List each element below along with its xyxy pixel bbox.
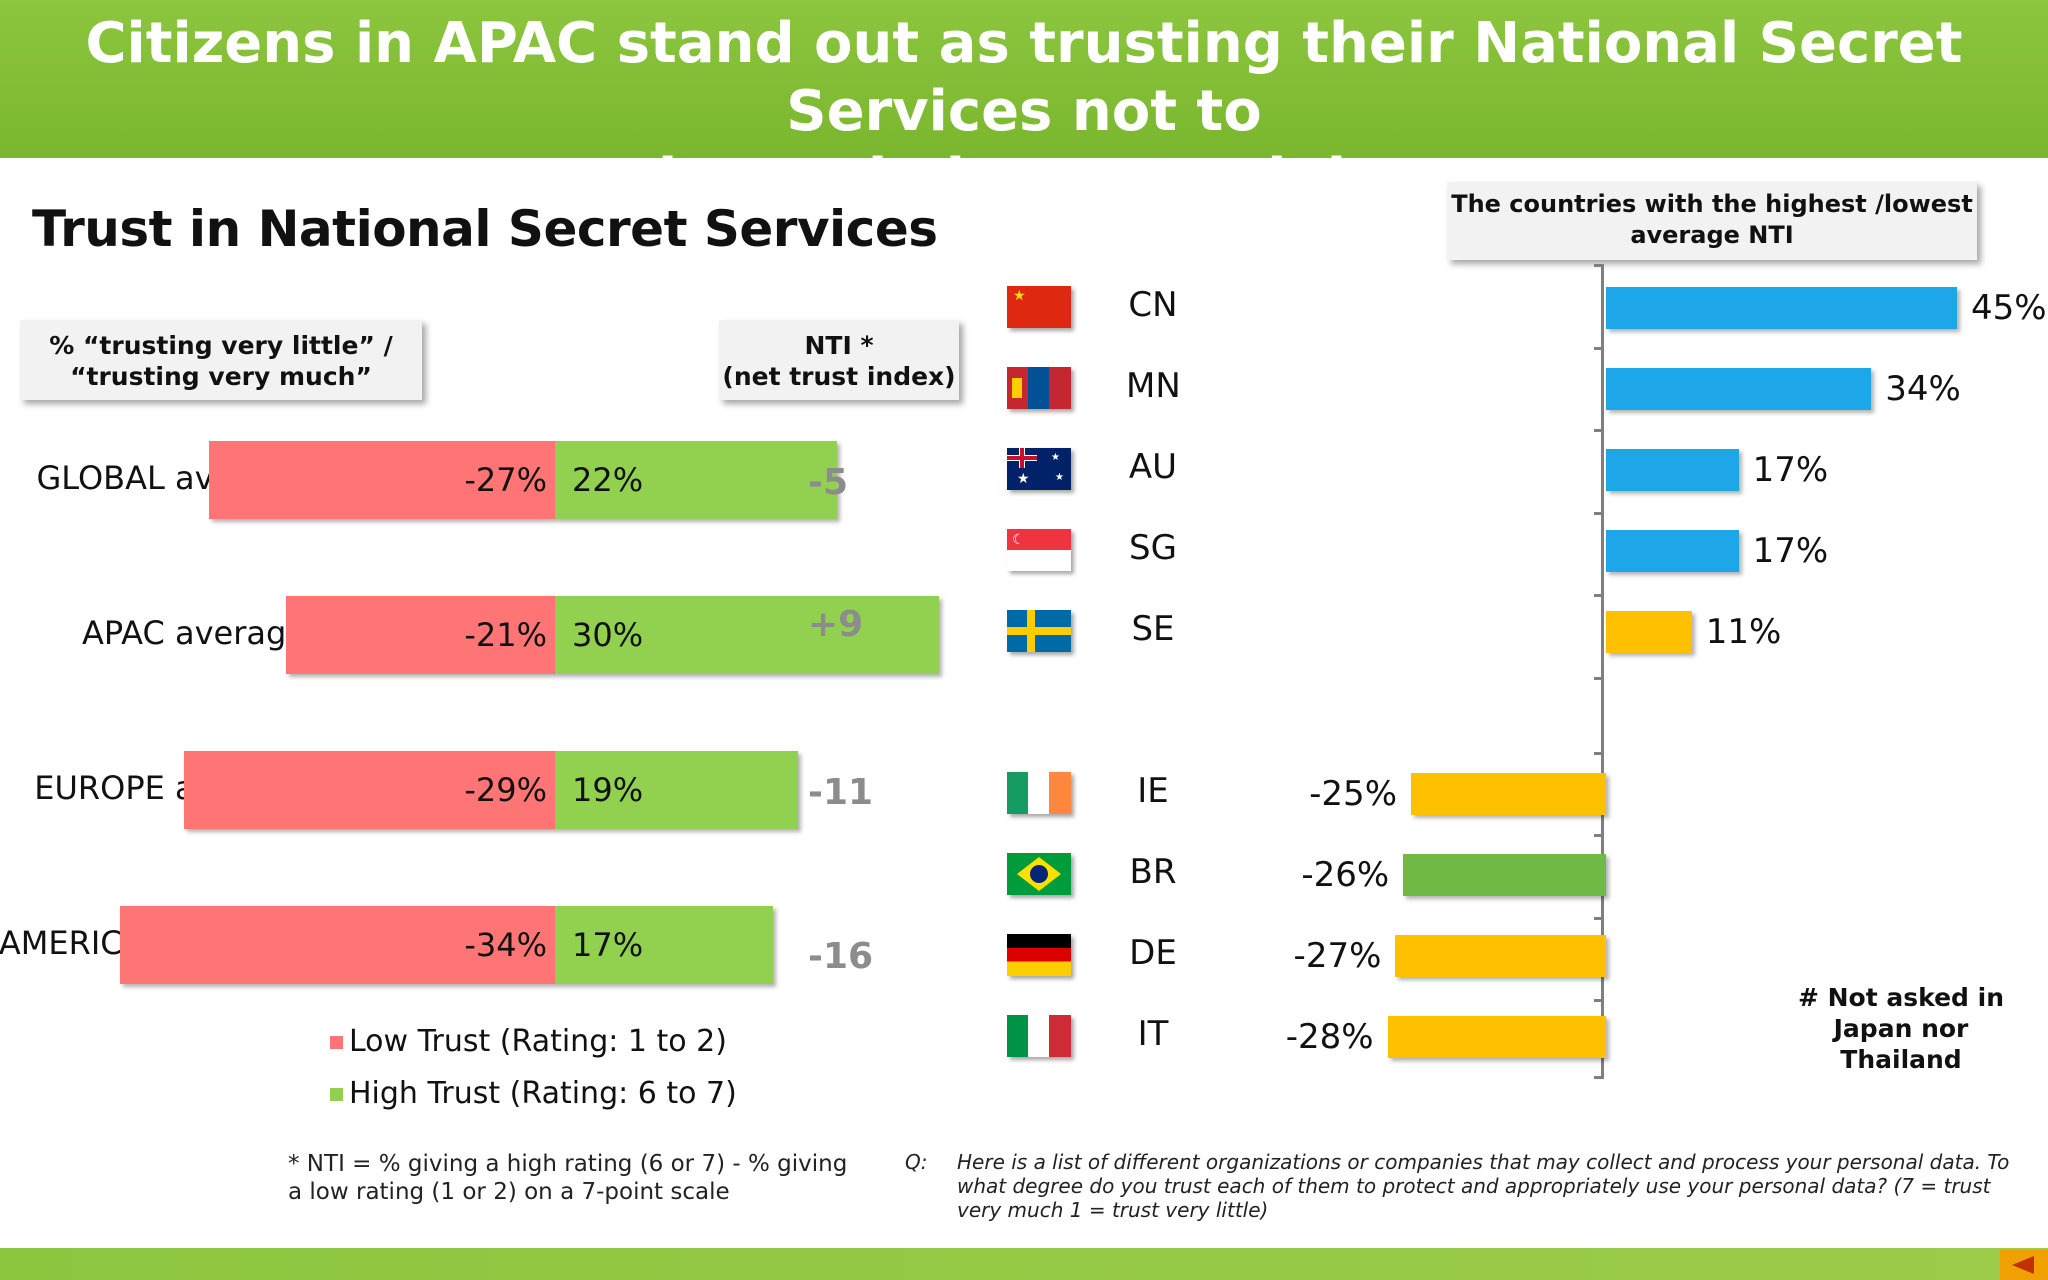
country-value-de: -27% — [1293, 936, 1382, 976]
country-code-it: IT — [1137, 1014, 1169, 1054]
top-countries-line1: The countries with the highest /lowest — [1451, 190, 1973, 218]
low-trust-label-americas-average: -34% — [464, 926, 547, 964]
trust-definition-line2: “trusting very much” — [70, 362, 372, 391]
axis-tick — [1594, 512, 1603, 515]
country-code-br: BR — [1129, 852, 1177, 892]
china-flag-icon: ★ — [1007, 286, 1071, 328]
high-trust-bar-americas-average — [555, 906, 773, 984]
italy-flag-icon — [1007, 1015, 1071, 1057]
country-bar-mn — [1606, 368, 1872, 410]
country-bar-de — [1395, 935, 1606, 977]
not-asked-note: # Not asked in Japan nor Thailand — [1790, 982, 2012, 1075]
country-code-se: SE — [1131, 609, 1175, 649]
nti-value-apac-average: +9 — [808, 604, 864, 645]
header-banner: Citizens in APAC stand out as trusting t… — [0, 0, 2048, 212]
axis-tick — [1594, 1076, 1603, 1079]
slide-title-line1: Citizens in APAC stand out as trusting t… — [85, 11, 1963, 144]
axis-tick — [1594, 999, 1603, 1002]
low-trust-bar-americas-average — [119, 906, 555, 984]
country-value-mn: 34% — [1885, 369, 1961, 409]
not-asked-line2: Japan nor — [1833, 1014, 1969, 1043]
region-label-apac-average: APAC average — [82, 614, 306, 652]
slide-title-line2: misuse their personal data — [599, 147, 1449, 212]
high-trust-label-europe-average: 19% — [572, 771, 644, 809]
country-value-it: -28% — [1285, 1017, 1374, 1057]
country-code-de: DE — [1129, 933, 1177, 973]
axis-tick — [1594, 347, 1603, 350]
country-code-mn: MN — [1126, 366, 1181, 406]
high-trust-label-americas-average: 17% — [572, 926, 644, 964]
ireland-flag-icon — [1007, 772, 1071, 814]
country-bar-sg — [1606, 530, 1739, 572]
question-label: Q: — [905, 1150, 928, 1174]
legend-high-trust: High Trust (Rating: 6 to 7) — [330, 1076, 737, 1111]
low-trust-label-global-average: -27% — [464, 461, 547, 499]
low-trust-bar-europe-average — [183, 751, 555, 829]
nti-header-line1: NTI * — [804, 331, 874, 360]
nti-header-line2: (net trust index) — [722, 362, 956, 391]
legend-low-trust: Low Trust (Rating: 1 to 2) — [330, 1024, 727, 1059]
nti-value-americas-average: -16 — [808, 936, 874, 977]
australia-flag-icon: ★ ★ ★ — [1007, 448, 1071, 490]
nti-footnote: * NTI = % giving a high rating (6 or 7) … — [288, 1151, 848, 1205]
axis-tick — [1594, 264, 1603, 267]
footer-bar — [0, 1248, 2048, 1280]
not-asked-line1: # Not asked in — [1797, 983, 2005, 1012]
legend-low-label: Low Trust (Rating: 1 to 2) — [349, 1024, 727, 1059]
singapore-flag-icon: ☾ — [1007, 529, 1071, 571]
high-trust-label-global-average: 22% — [572, 461, 644, 499]
question-text: Here is a list of different organization… — [957, 1150, 2010, 1222]
country-bar-br — [1403, 854, 1606, 896]
country-value-au: 17% — [1752, 450, 1829, 490]
country-bar-au — [1606, 449, 1739, 491]
low-trust-label-europe-average: -29% — [464, 771, 547, 809]
top-countries-line2: average NTI — [1630, 221, 1794, 249]
axis-tick — [1594, 594, 1603, 597]
axis-tick — [1594, 677, 1603, 680]
country-bar-cn — [1606, 287, 1957, 329]
high-trust-bar-global-average — [555, 441, 837, 519]
country-code-sg: SG — [1129, 528, 1177, 568]
trust-definition-line1: % “trusting very little” / — [49, 331, 393, 360]
low-trust-label-apac-average: -21% — [464, 616, 547, 654]
high-trust-bar-europe-average — [555, 751, 799, 829]
country-code-ie: IE — [1137, 771, 1169, 811]
slide-title: Citizens in APAC stand out as trusting t… — [0, 10, 2048, 214]
legend-high-label: High Trust (Rating: 6 to 7) — [349, 1076, 737, 1111]
high-trust-label-apac-average: 30% — [572, 616, 644, 654]
mongolia-flag-icon — [1007, 367, 1071, 409]
axis-tick — [1594, 917, 1603, 920]
country-value-se: 11% — [1705, 612, 1782, 652]
nti-value-global-average: -5 — [808, 462, 848, 503]
nti-header-box: NTI * (net trust index) — [719, 320, 959, 400]
high-trust-bar-apac-average — [555, 596, 939, 674]
nti-value-europe-average: -11 — [808, 772, 874, 813]
germany-flag-icon — [1007, 934, 1071, 976]
country-value-ie: -25% — [1309, 774, 1397, 814]
low-trust-bar-global-average — [209, 441, 555, 519]
not-asked-line3: Thailand — [1840, 1045, 1962, 1074]
country-value-cn: 45% — [1971, 288, 2047, 328]
axis-tick — [1594, 429, 1603, 432]
axis-tick — [1594, 752, 1603, 755]
country-code-cn: CN — [1128, 285, 1178, 325]
country-chart-axis — [1601, 264, 1604, 1079]
sweden-flag-icon — [1007, 610, 1071, 652]
axis-tick — [1594, 834, 1603, 837]
brazil-flag-icon — [1007, 853, 1071, 895]
country-bar-ie — [1411, 773, 1606, 815]
country-bar-it — [1387, 1016, 1606, 1058]
top-countries-box: The countries with the highest /lowest a… — [1447, 182, 1977, 260]
country-value-br: -26% — [1301, 855, 1390, 895]
country-bar-se — [1606, 611, 1692, 653]
legend-high-swatch — [330, 1088, 343, 1101]
previous-slide-button[interactable] — [2000, 1250, 2048, 1280]
country-value-sg: 17% — [1752, 531, 1829, 571]
low-trust-bar-apac-average — [286, 596, 555, 674]
legend-low-swatch — [330, 1036, 343, 1049]
section-title: Trust in National Secret Services — [32, 200, 938, 258]
trust-definition-box: % “trusting very little” / “trusting ver… — [20, 320, 422, 400]
country-code-au: AU — [1128, 447, 1178, 487]
